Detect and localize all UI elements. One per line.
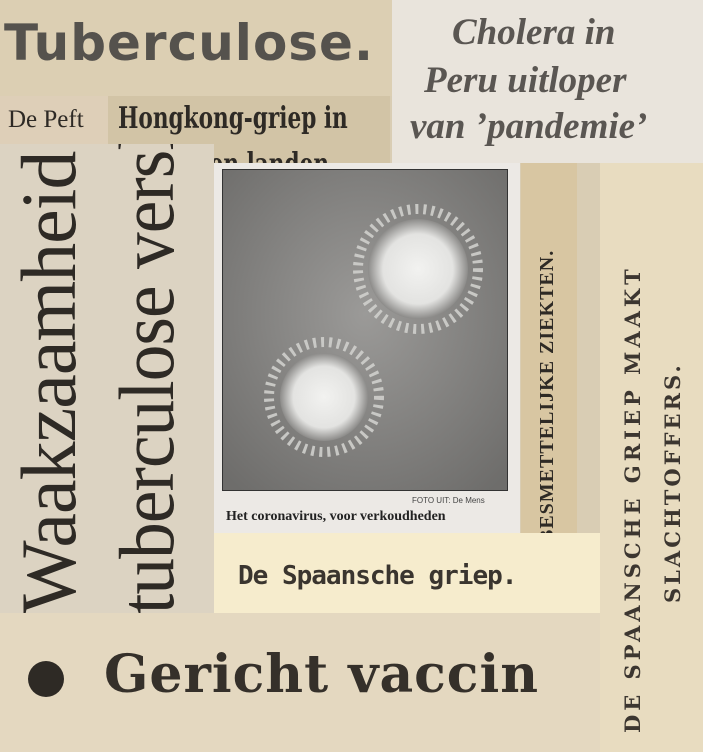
- headline-cholera-line2: Peru uitloper: [424, 60, 627, 101]
- clipping-tuberculose: Tuberculose.: [0, 0, 392, 96]
- headline-spaansche-maakt-line2: SLACHTOFFERS.: [660, 362, 685, 603]
- headline-hongkong-line1: Hongkong-griep in: [118, 101, 348, 136]
- headline-spaansche-griep: De Spaansche griep.: [238, 561, 517, 591]
- headline-gericht-vaccin: Gericht vaccin: [104, 644, 540, 705]
- headline-cholera-line1: Cholera in: [452, 12, 616, 53]
- headline-waakzaamheid-line2: tuberculose verslapt: [103, 144, 190, 615]
- clipping-coronavirus-photo: FOTO UIT: De Mens Het coronavirus, voor …: [214, 163, 520, 533]
- bullet-dot: [28, 661, 64, 697]
- clipping-spaansche-griep: De Spaansche griep.: [214, 533, 600, 613]
- photo-credit: FOTO UIT: De Mens: [412, 496, 485, 505]
- headline-tuberculose: Tuberculose.: [4, 14, 374, 72]
- photo-caption: Het coronavirus, voor verkoudheden: [226, 509, 446, 524]
- clipping-cholera: Cholera in Peru uitloper van ’pandemie’: [392, 0, 703, 163]
- headline-spaansche-maakt-line1: DE SPAANSCHE GRIEP MAAKT: [620, 265, 645, 733]
- coronavirus-image: [222, 169, 508, 491]
- headline-waakzaamheid-line1: Waakzaamheid voor: [5, 144, 92, 614]
- clipping-waakzaamheid: Waakzaamheid voor tuberculose verslapt: [0, 144, 214, 622]
- clipping-de-pest: De Peft: [0, 96, 108, 144]
- headline-de-pest: De Peft: [8, 106, 84, 133]
- headline-besmettelijke-ziekten: BESMETTELIJKE ZIEKTEN.: [536, 249, 558, 543]
- headline-cholera-line3: van ’pandemie’: [410, 106, 648, 147]
- clipping-spaansche-griep-maakt: DE SPAANSCHE GRIEP MAAKT SLACHTOFFERS.: [600, 163, 703, 752]
- clipping-gericht-vaccin: Gericht vaccin: [0, 613, 600, 752]
- clipping-besmettelijke-ziekten: BESMETTELIJKE ZIEKTEN.: [521, 163, 577, 555]
